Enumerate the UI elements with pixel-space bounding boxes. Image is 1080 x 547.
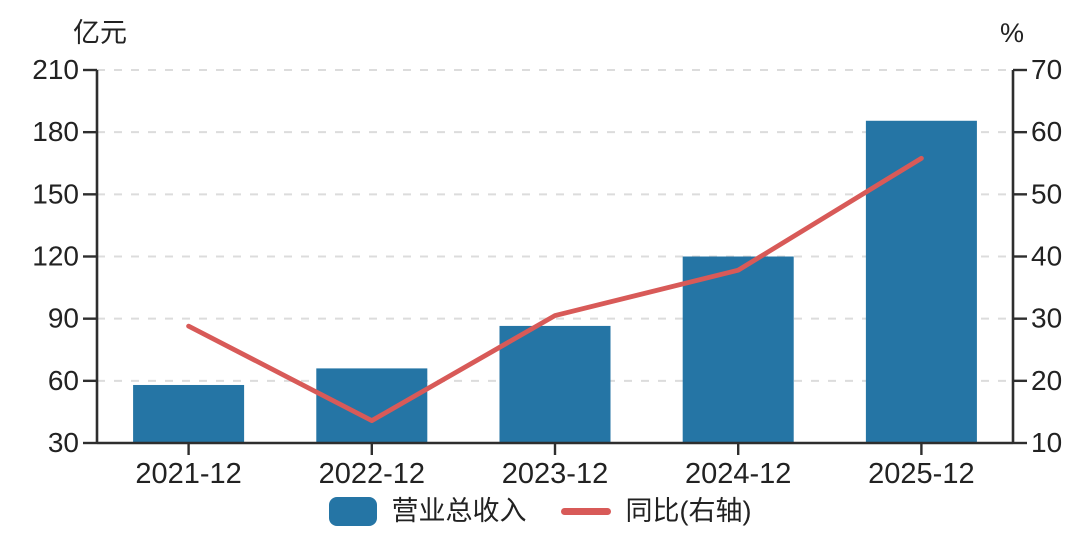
left-axis-tick-label: 60	[48, 365, 79, 396]
right-axis-unit-label: %	[1000, 18, 1024, 48]
left-axis-tick-label: 180	[32, 116, 79, 147]
chart-legend: 营业总收入 同比(右轴)	[0, 497, 1080, 526]
x-axis-tick-label: 2023-12	[502, 458, 608, 490]
right-axis-tick-label: 40	[1031, 241, 1062, 272]
revenue-bar-swatch-icon	[328, 497, 377, 526]
left-axis-tick-label: 30	[48, 427, 79, 458]
right-axis-tick-label: 20	[1031, 365, 1062, 396]
axis-labels: 210 180 150 120 90 60 30 70 60 50 40 30 20 10 2021-12 2…	[32, 54, 1062, 490]
left-axis-unit-label: 亿元	[73, 18, 127, 48]
axes	[83, 68, 1027, 455]
revenue-bars	[133, 120, 977, 444]
x-axis-tick-label: 2024-12	[685, 458, 791, 490]
x-axis-tick-label: 2022-12	[319, 458, 425, 490]
revenue-bar	[499, 325, 611, 443]
legend-item-revenue: 营业总收入	[328, 496, 527, 526]
yoy-line	[186, 155, 924, 424]
left-axis-tick-label: 210	[32, 54, 79, 85]
right-axis-tick-label: 60	[1031, 116, 1062, 147]
legend-label-yoy: 同比(右轴)	[625, 496, 752, 526]
right-axis-tick-label: 10	[1031, 427, 1062, 458]
revenue-bar	[316, 368, 428, 443]
left-axis-tick-label: 120	[32, 241, 79, 272]
legend-item-yoy: 同比(右轴)	[560, 496, 752, 526]
yoy-line-path	[186, 155, 924, 424]
x-axis-tick-label: 2025-12	[868, 458, 974, 490]
right-axis-tick-label: 70	[1031, 54, 1062, 85]
left-axis-tick-label: 150	[32, 178, 79, 209]
x-axis-tick-label: 2021-12	[135, 458, 241, 490]
revenue-bar	[865, 120, 977, 444]
revenue-bar	[682, 256, 794, 443]
right-axis-tick-label: 50	[1031, 178, 1062, 209]
legend-label-revenue: 营业总收入	[391, 496, 527, 526]
right-axis-tick-label: 30	[1031, 303, 1062, 334]
left-axis-tick-label: 90	[48, 303, 79, 334]
yoy-line-swatch-icon	[560, 508, 611, 515]
revenue-bar	[133, 384, 245, 443]
